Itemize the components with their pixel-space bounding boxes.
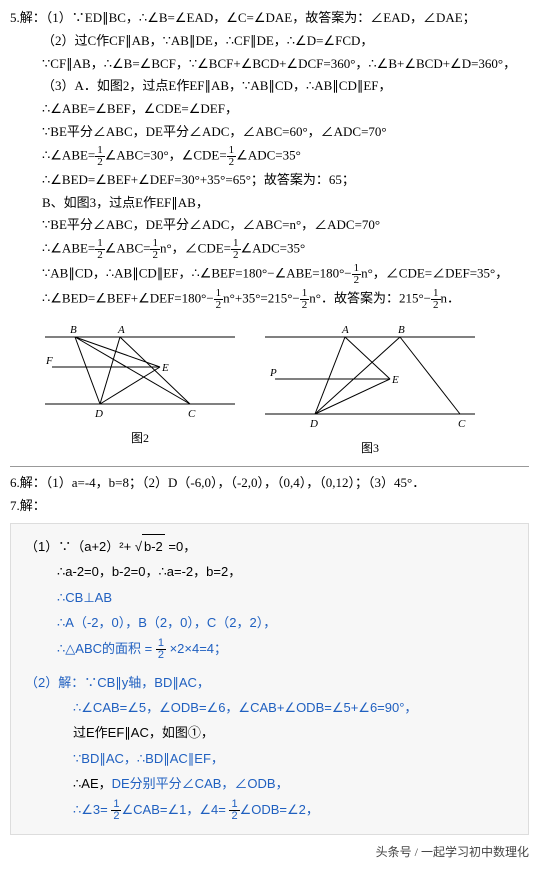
svg-text:D: D bbox=[94, 408, 103, 420]
svg-text:E: E bbox=[161, 362, 169, 374]
svg-text:C: C bbox=[458, 418, 466, 430]
p5-line10: ∵BE平分∠ABC，DE平分∠ADC，∠ABC=n°，∠ADC=70° bbox=[10, 215, 529, 236]
figure-2: BA FE DC 图2 bbox=[40, 319, 240, 458]
svg-text:B: B bbox=[398, 324, 405, 336]
solution-box: （1）∵（a+2）²+ √b-2 =0， ∴a-2=0，b-2=0，∴a=-2，… bbox=[10, 523, 529, 835]
fig3-svg: A B P E D C bbox=[260, 319, 480, 439]
figures-row: BA FE DC 图2 AB PE DC 图3 bbox=[40, 319, 529, 458]
p5-line6: ∵BE平分∠ABC，DE平分∠ADC，∠ABC=60°，∠ADC=70° bbox=[10, 122, 529, 143]
p5-line8: ∴∠BED=∠BEF+∠DEF=30°+35°=65°；故答案为：65； bbox=[10, 170, 529, 191]
p5-line3: ∵CF∥AB，∴∠B=∠BCF，∵∠BCF+∠BCD+∠DCF=360°，∴∠B… bbox=[10, 54, 529, 75]
separator bbox=[10, 466, 529, 467]
p7-head: 7.解： bbox=[10, 496, 529, 517]
p5-line11: ∴∠ABE=12∠ABC=12n°，∠CDE=12∠ADC=35° bbox=[10, 238, 529, 261]
svg-text:A: A bbox=[117, 324, 125, 336]
svg-text:B: B bbox=[70, 324, 77, 336]
svg-text:E: E bbox=[391, 374, 399, 386]
p5-line9: B、如图3，过点E作EF∥AB， bbox=[10, 193, 529, 214]
p5-line4: （3）A．如图2，过点E作EF∥AB，∵AB∥CD，∴AB∥CD∥EF， bbox=[10, 76, 529, 97]
svg-text:P: P bbox=[269, 367, 277, 379]
svg-text:A: A bbox=[341, 324, 349, 336]
p5-line7: ∴∠ABE=12∠ABC=30°，∠CDE=12∠ADC=35° bbox=[10, 145, 529, 168]
svg-text:D: D bbox=[309, 418, 318, 430]
p5-line12: ∵AB∥CD，∴AB∥CD∥EF，∴∠BEF=180°−∠ABE=180°−12… bbox=[10, 263, 529, 286]
p5-line5: ∴∠ABE=∠BEF，∠CDE=∠DEF， bbox=[10, 99, 529, 120]
p5-line1: 5.解：（1）∵ED∥BC，∴∠B=∠EAD，∠C=∠DAE，故答案为：∠EAD… bbox=[10, 8, 529, 29]
svg-text:F: F bbox=[45, 355, 53, 367]
figure-3: AB PE DC 图3 bbox=[260, 319, 480, 458]
svg-text:C: C bbox=[188, 408, 196, 420]
footer-credit: 头条号 / 一起学习初中数理化 bbox=[10, 843, 529, 862]
p5-line2: （2）过C作CF∥AB，∵AB∥DE，∴CF∥DE，∴∠D=∠FCD， bbox=[10, 31, 529, 52]
p5-line13: ∴∠BED=∠BEF+∠DEF=180°−12n°+35°=215°−12n°．… bbox=[10, 288, 529, 311]
fig2-svg: B A F E D C bbox=[40, 319, 240, 429]
p6-line: 6.解：（1）a=-4，b=8；（2）D（-6,0），（-2,0），（0,4），… bbox=[10, 473, 529, 494]
